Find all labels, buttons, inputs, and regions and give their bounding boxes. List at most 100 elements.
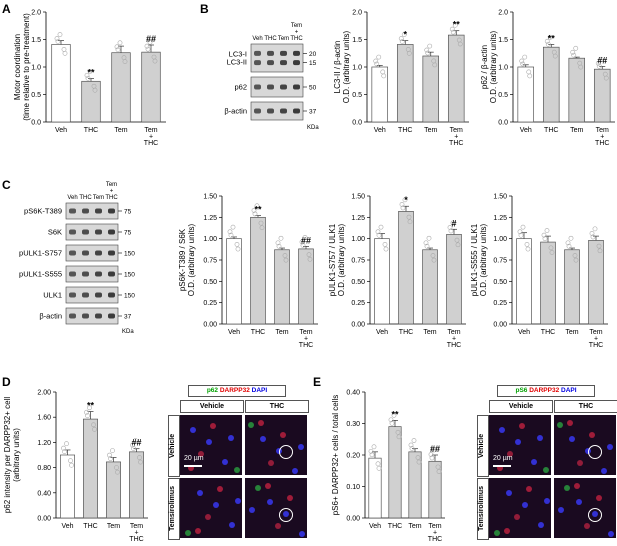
data-point [259, 225, 265, 231]
data-point [519, 58, 525, 64]
y-tick-label: 1.00 [203, 236, 217, 243]
marker-label: 75 [124, 209, 132, 216]
data-point [228, 232, 234, 238]
x-tick-label: THC [399, 329, 413, 336]
scale-bar-label: 20 µm [493, 455, 513, 462]
y-axis-label: pS6K-T389 / S6KO.D. (arbitrary units) [178, 223, 196, 296]
y-tick-label: 2.0 [31, 10, 41, 17]
data-point [416, 459, 422, 465]
data-point [373, 58, 379, 64]
y-tick-label: 1.00 [493, 236, 507, 243]
highlight-circle [588, 445, 602, 459]
blot-lane-label: Tem + THC [290, 23, 303, 42]
microscopy-column-header: Vehicle [180, 400, 244, 413]
data-point [431, 257, 437, 263]
data-point [91, 422, 96, 428]
blot-band [82, 271, 89, 277]
microscopy-row-header: Temsirolimus [477, 478, 489, 540]
data-point [251, 208, 257, 213]
x-tick-label: Veh [376, 329, 388, 336]
data-point [376, 465, 382, 471]
data-point [87, 405, 92, 411]
scale-bar [493, 465, 511, 467]
x-tick-label: THC [544, 127, 558, 134]
x-tick-label: Tem + THC [595, 127, 609, 147]
data-point [371, 444, 377, 450]
x-tick-label: Veh [520, 127, 532, 134]
chart-c3: 0.00 0.25 0.50 0.75 1.00 1.25 1.50 pULK1-S555 /… [470, 194, 608, 349]
data-point [368, 448, 374, 454]
x-tick-label: Tem [408, 523, 421, 530]
blot-lane-label: THC [264, 36, 277, 42]
blot-units: KDa [307, 125, 319, 131]
x-tick-label: THC [398, 127, 412, 134]
data-point [131, 446, 136, 451]
data-point [115, 47, 121, 53]
blot-band [108, 313, 115, 319]
chart-b1: 0.0 0.5 1.0 1.5 2.0 LC3-II / β-actinO.D. (arb… [333, 10, 469, 147]
chart-c2: 0.00 0.25 0.50 0.75 1.00 1.25 1.50 pULK1-S757 /… [328, 194, 466, 349]
data-point [568, 235, 574, 241]
data-point [114, 465, 119, 470]
y-tick-label: 0.50 [203, 279, 217, 286]
data-point [573, 257, 579, 263]
data-point [520, 61, 526, 67]
blot-band [267, 108, 274, 114]
marker-label: 50 [309, 85, 317, 92]
y-tick-label: 1.0 [498, 65, 508, 72]
marker-label: 150 [124, 272, 135, 279]
blot-band [95, 208, 102, 214]
y-tick-label: 1.25 [203, 215, 217, 222]
data-point [406, 50, 412, 56]
data-point [552, 53, 558, 59]
legend-channel-label: pS6 [515, 387, 530, 394]
data-point [389, 420, 395, 426]
significance-marker: # [451, 218, 456, 228]
blot-lane-label: Veh [252, 36, 262, 42]
data-point [92, 426, 97, 432]
data-point [138, 459, 143, 465]
data-point [547, 34, 553, 40]
significance-marker: * [404, 195, 408, 205]
data-point [378, 224, 384, 230]
blot-row-label: pULK1-S555 [19, 270, 62, 279]
y-tick-label: 0.75 [203, 258, 217, 265]
y-tick-label: 1.50 [351, 194, 365, 201]
y-tick-label: 2.00 [37, 390, 51, 397]
y-tick-label: 2.0 [498, 10, 508, 17]
x-tick-label: Tem + THC [129, 523, 143, 543]
data-point [573, 45, 579, 51]
blot-band [108, 208, 115, 214]
x-tick-label: THC [83, 523, 97, 530]
significance-marker: ** [391, 409, 399, 419]
data-point [234, 242, 240, 247]
blot-row-label: S6K [48, 228, 62, 237]
blot-lane-label: Veh [67, 195, 77, 201]
data-point [299, 239, 305, 245]
data-point [401, 32, 407, 37]
blot-lane-label: Tem [278, 36, 289, 42]
marker-label: 20 [309, 51, 317, 58]
data-point [69, 462, 74, 468]
x-tick-label: THC [388, 523, 402, 530]
bar [408, 451, 422, 519]
blot-band [82, 250, 89, 256]
significance-marker: ## [146, 34, 156, 44]
panel-label-e: E [313, 375, 322, 389]
highlight-circle [279, 445, 293, 459]
scale-bar-label: 20 µm [184, 455, 204, 462]
y-tick-label: 0.30 [346, 421, 360, 428]
data-point [62, 50, 68, 56]
data-point [525, 246, 531, 252]
significance-marker: ## [131, 438, 141, 448]
data-point [115, 469, 120, 475]
marker-label: 37 [309, 109, 317, 116]
data-point [302, 234, 308, 240]
blot-band [293, 108, 300, 114]
y-tick-label: 0.00 [203, 322, 217, 329]
blot-band [95, 271, 102, 277]
data-point [542, 236, 548, 242]
y-tick-label: 1.0 [352, 65, 362, 72]
data-point [92, 87, 98, 93]
data-point [449, 26, 455, 32]
